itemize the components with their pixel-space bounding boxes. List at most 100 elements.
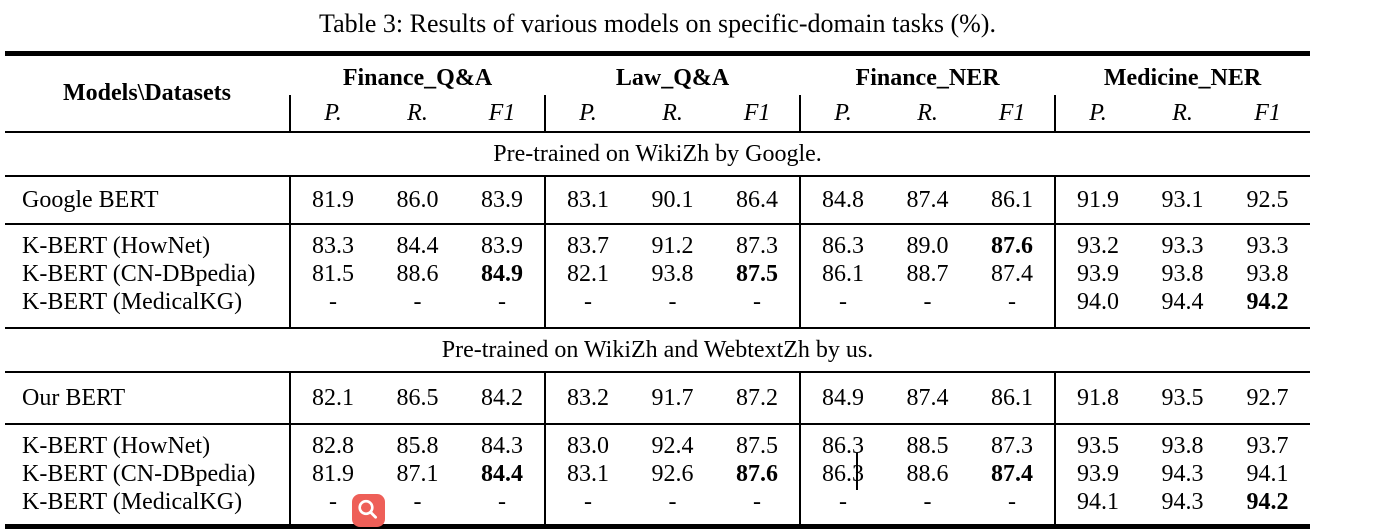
value-cell: - bbox=[799, 288, 886, 328]
metric-f1: F1 bbox=[998, 99, 1026, 126]
value-cell: - bbox=[753, 488, 762, 515]
model-name: K-BERT (MedicalKG) bbox=[22, 488, 243, 515]
value-cell: 93.9 bbox=[1054, 260, 1141, 288]
value-cell: 89.0 bbox=[906, 232, 949, 259]
value-cell: 87.5 bbox=[736, 432, 779, 459]
table-row: K-BERT (MedicalKG) - - - - - - - - - 94.… bbox=[5, 488, 1310, 527]
group-medicine-ner: Medicine_NER bbox=[1103, 65, 1262, 91]
value-cell: 88.5 bbox=[906, 432, 949, 459]
model-name: K-BERT (CN-DBpedia) bbox=[22, 460, 256, 487]
value-cell: 88.7 bbox=[906, 260, 949, 287]
value-cell: 93.8 bbox=[1161, 432, 1204, 459]
value-cell: 93.5 bbox=[1161, 384, 1204, 411]
metric-r: R. bbox=[917, 99, 938, 126]
value-cell: 93.7 bbox=[1246, 432, 1289, 459]
model-name: Our BERT bbox=[22, 384, 126, 411]
value-cell: - bbox=[668, 488, 677, 515]
value-cell: 94.0 bbox=[1054, 288, 1141, 328]
group-header-row: Models\Datasets Finance_Q&A Law_Q&A Fina… bbox=[5, 54, 1310, 106]
value-cell: 86.3 bbox=[799, 224, 886, 260]
value-cell: 86.1 bbox=[991, 186, 1034, 213]
magnifier-icon bbox=[352, 494, 385, 527]
value-cell: 84.9 bbox=[481, 260, 524, 287]
value-cell: 82.1 bbox=[544, 260, 631, 288]
value-cell: 93.3 bbox=[1161, 232, 1204, 259]
value-cell: 86.5 bbox=[396, 384, 439, 411]
value-cell: 84.8 bbox=[799, 176, 886, 224]
value-cell: 86.3 bbox=[799, 424, 886, 460]
value-cell: 86.0 bbox=[396, 186, 439, 213]
table-row: K-BERT (CN-DBpedia) 81.5 88.6 84.9 82.1 … bbox=[5, 260, 1310, 288]
value-cell: - bbox=[668, 288, 677, 315]
value-cell: 83.7 bbox=[544, 224, 631, 260]
value-cell: 82.1 bbox=[289, 372, 375, 424]
value-cell: 91.8 bbox=[1054, 372, 1141, 424]
value-cell: 83.9 bbox=[481, 232, 524, 259]
model-name: K-BERT (MedicalKG) bbox=[22, 288, 243, 315]
value-cell: - bbox=[289, 288, 375, 328]
value-cell: 88.6 bbox=[396, 260, 439, 287]
group-law-qa: Law_Q&A bbox=[615, 65, 730, 91]
section-2: Pre-trained on WikiZh and WebtextZh by u… bbox=[5, 328, 1311, 527]
metric-r: R. bbox=[662, 99, 683, 126]
value-cell: 87.3 bbox=[991, 432, 1034, 459]
value-cell: 87.6 bbox=[991, 232, 1034, 259]
value-cell: 92.7 bbox=[1246, 384, 1289, 411]
value-cell: - bbox=[413, 488, 422, 515]
text-cursor-caret bbox=[856, 453, 858, 490]
value-cell: 90.1 bbox=[651, 186, 694, 213]
metric-f1: F1 bbox=[1254, 99, 1281, 126]
value-cell: - bbox=[544, 288, 631, 328]
value-cell: 84.4 bbox=[481, 460, 524, 487]
value-cell: 87.4 bbox=[991, 260, 1034, 287]
value-cell: 83.2 bbox=[544, 372, 631, 424]
value-cell: 93.9 bbox=[1054, 460, 1141, 488]
value-cell: 92.4 bbox=[651, 432, 694, 459]
value-cell: 87.5 bbox=[736, 260, 779, 287]
value-cell: 92.6 bbox=[651, 460, 694, 487]
value-cell: - bbox=[498, 288, 507, 315]
value-cell: - bbox=[753, 288, 762, 315]
value-cell: 87.1 bbox=[396, 460, 439, 487]
value-cell: 94.1 bbox=[1246, 460, 1289, 487]
value-cell: 94.3 bbox=[1161, 488, 1204, 515]
metric-r: R. bbox=[407, 99, 428, 126]
value-cell: - bbox=[923, 488, 932, 515]
value-cell: 91.2 bbox=[651, 232, 694, 259]
value-cell: 83.9 bbox=[481, 186, 524, 213]
value-cell: 93.1 bbox=[1161, 186, 1204, 213]
metric-f1: F1 bbox=[488, 99, 516, 126]
metric-p: P. bbox=[1054, 95, 1141, 132]
value-cell: 82.8 bbox=[289, 424, 375, 460]
value-cell: 93.8 bbox=[651, 260, 694, 287]
value-cell: 87.4 bbox=[991, 460, 1034, 487]
value-cell: 84.3 bbox=[481, 432, 524, 459]
value-cell: - bbox=[498, 488, 507, 515]
table-row: K-BERT (MedicalKG) - - - - - - - - - 94.… bbox=[5, 288, 1311, 328]
value-cell: 83.1 bbox=[544, 460, 631, 488]
value-cell: 81.9 bbox=[289, 460, 375, 488]
value-cell: 87.6 bbox=[736, 460, 779, 487]
value-cell: 84.4 bbox=[396, 232, 439, 259]
value-cell: 86.3 bbox=[799, 460, 886, 488]
group-finance-qa: Finance_Q&A bbox=[342, 65, 493, 91]
value-cell: 93.8 bbox=[1161, 260, 1204, 287]
model-name: Google BERT bbox=[22, 186, 159, 213]
value-cell: - bbox=[1008, 288, 1017, 315]
table-row: K-BERT (HowNet) 83.3 84.4 83.9 83.7 91.2… bbox=[5, 224, 1310, 260]
value-cell: 86.1 bbox=[991, 384, 1034, 411]
value-cell: 83.1 bbox=[544, 176, 631, 224]
value-cell: 88.6 bbox=[906, 460, 949, 487]
section-header-row: Pre-trained on WikiZh and WebtextZh by u… bbox=[5, 328, 1311, 372]
model-name: K-BERT (HowNet) bbox=[22, 232, 211, 259]
metric-r: R. bbox=[1172, 99, 1193, 126]
metric-p: P. bbox=[289, 95, 375, 132]
model-name: K-BERT (CN-DBpedia) bbox=[22, 260, 256, 287]
section-header-row: Pre-trained on WikiZh by Google. bbox=[5, 132, 1311, 176]
section-1: Pre-trained on WikiZh by Google. Google … bbox=[5, 132, 1311, 328]
metric-p: P. bbox=[799, 95, 886, 132]
value-cell: 94.1 bbox=[1054, 488, 1141, 527]
results-table: Models\Datasets Finance_Q&A Law_Q&A Fina… bbox=[5, 51, 1311, 529]
value-cell: - bbox=[413, 288, 422, 315]
